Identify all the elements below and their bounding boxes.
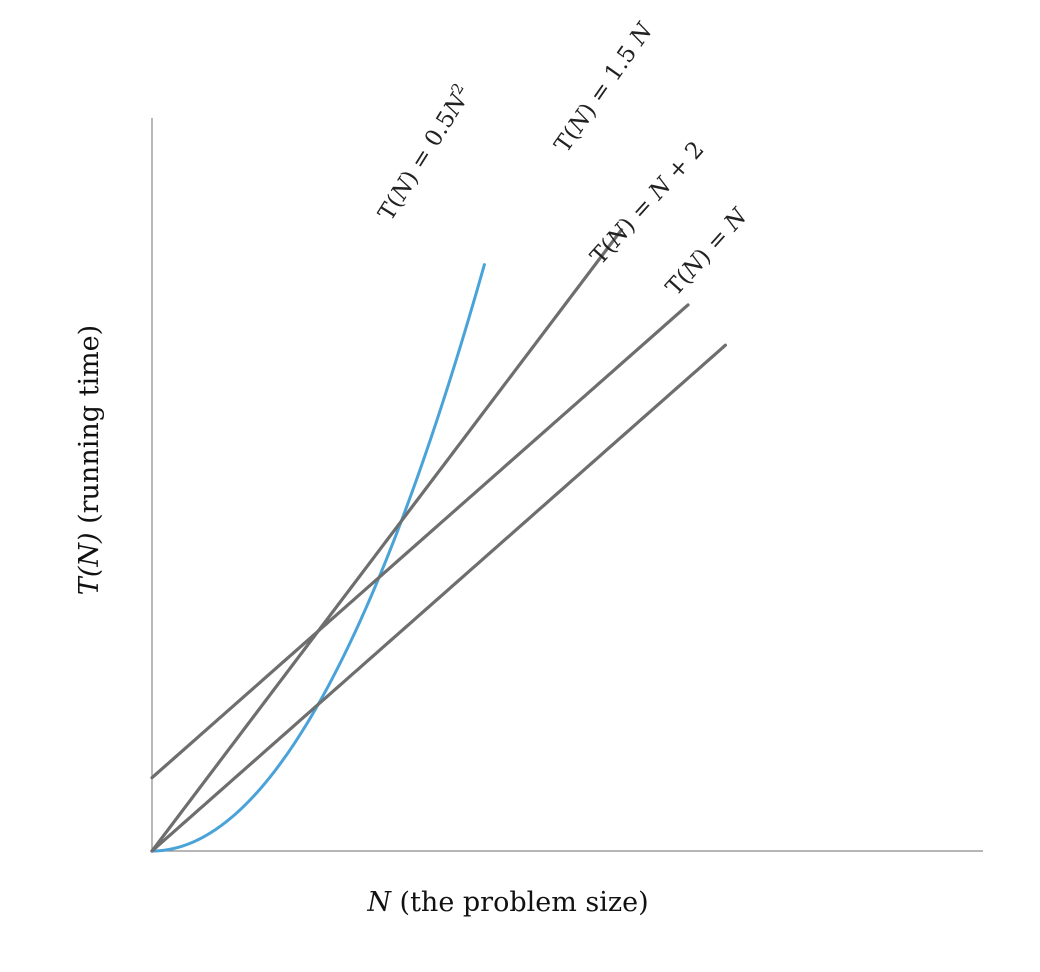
- y-axis-label: T(N) (running time): [74, 325, 105, 595]
- x-axis-label-var: N: [366, 887, 392, 918]
- y-axis-label-rest: (running time): [74, 325, 105, 533]
- series-line-3: [150, 343, 727, 853]
- series-line-0: [150, 263, 486, 853]
- series-label-0-part-2: ) = 0.5: [397, 107, 461, 188]
- x-axis-label: N (the problem size): [366, 887, 648, 918]
- series-label-1-part-2: ) = 1.5: [575, 35, 646, 121]
- series-label-3: T(N) = N: [661, 203, 753, 301]
- x-axis-label-rest: (the problem size): [391, 887, 649, 918]
- series-label-0: T(N) = 0.5N2: [371, 80, 477, 226]
- series-label-1: T(N) = 1.5 N: [550, 18, 659, 158]
- series-group: [150, 228, 727, 853]
- y-axis-label-var: T(N): [74, 532, 105, 595]
- series-line-1: [150, 228, 624, 853]
- series-line-2: [150, 303, 690, 780]
